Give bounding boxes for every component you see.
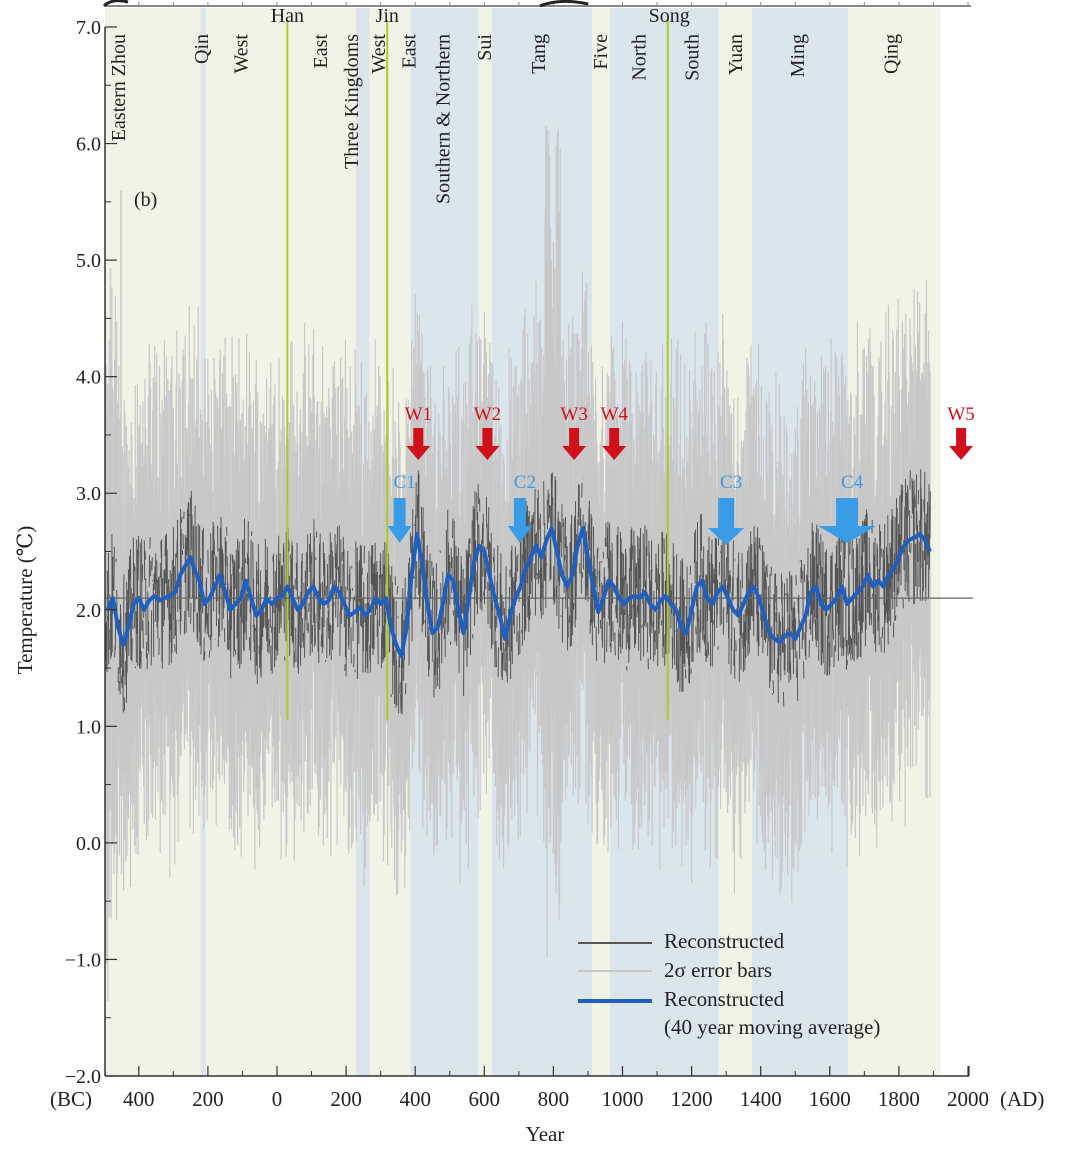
dynasty-label-16: Yuan (725, 34, 747, 75)
x-tick-label-0: 400 (123, 1087, 155, 1111)
x-tick-label-4: 400 (399, 1087, 431, 1111)
x-tick-label-8: 1200 (671, 1087, 713, 1111)
warm-arrow-icon-w4 (602, 428, 627, 460)
x-tick-label-7: 1000 (602, 1087, 644, 1111)
warm-event-label-w2: W2 (474, 404, 501, 425)
x-axis-ad-label: (AD) (1000, 1087, 1044, 1111)
y-tick-label-3: 1.0 (76, 716, 101, 738)
dynasty-label-14: Song (649, 5, 690, 27)
warm-event-label-w1: W1 (405, 404, 432, 425)
y-tick-label-5: 3.0 (76, 483, 101, 505)
dynasty-label-11: Tang (528, 34, 550, 74)
warm-arrow-icon-w1 (406, 428, 431, 460)
dynasty-label-3: Han (271, 5, 304, 27)
cold-arrow-icon-c1 (387, 498, 412, 543)
warm-arrow-icon-w5 (949, 428, 974, 460)
legend: Reconstructed 2σ error bars Reconstructed (… (578, 929, 880, 1039)
dynasty-label-15: South (682, 34, 704, 81)
x-tick-label-6: 800 (538, 1087, 570, 1111)
dynasty-label-4: East (310, 34, 332, 69)
dynasty-label-9: Southern & Northern (433, 34, 455, 204)
dynasty-label-1: Qin (191, 34, 213, 64)
dynasty-label-6: West (368, 34, 390, 74)
upper-panel-curve-mid (539, 0, 589, 8)
y-tick-label-7: 5.0 (76, 250, 101, 272)
warm-event-label-w3: W3 (560, 404, 587, 425)
y-tick-label-8: 6.0 (76, 134, 101, 156)
cold-event-label-c2: C2 (514, 472, 536, 493)
y-tick-label-9: 7.0 (76, 17, 101, 39)
dynasty-label-7: Jin (376, 5, 399, 27)
x-axis-label: Year (526, 1122, 565, 1146)
cold-arrow-icon-c4 (818, 498, 877, 543)
warm-event-label-w5: W5 (947, 404, 974, 425)
panel-label: (b) (134, 189, 157, 211)
cold-arrow-icon-c3 (708, 498, 745, 545)
warm-arrow-icon-w3 (562, 428, 587, 460)
climate-event-markers: W1 W2 W3 W4 W5 C1 C2 C3 C4 (387, 404, 975, 545)
x-tick-label-1: 200 (192, 1087, 224, 1111)
dynasty-label-0: Eastern Zhou (108, 34, 130, 141)
x-tick-label-9: 1400 (740, 1087, 782, 1111)
legend-label-reconstructed: Reconstructed (664, 929, 785, 953)
dynasty-label-17: Ming (787, 34, 809, 77)
x-tick-label-5: 600 (469, 1087, 501, 1111)
reconstructed-path (105, 469, 931, 715)
y-tick-label-2: 0.0 (76, 833, 101, 855)
cold-event-label-c4: C4 (841, 472, 864, 493)
x-tick-label-3: 200 (330, 1087, 362, 1111)
upper-panel-curve-left (102, 0, 129, 8)
dynasty-label-5: Three Kingdoms (341, 34, 363, 169)
reconstructed-series (105, 469, 931, 715)
cold-event-label-c3: C3 (720, 472, 742, 493)
legend-label-moving-average: Reconstructed (664, 987, 785, 1011)
x-tick-label-11: 1800 (878, 1087, 920, 1111)
cold-arrow-icon-c2 (507, 498, 532, 543)
legend-label-error-bars: 2σ error bars (664, 958, 772, 982)
x-tick-label-2: 0 (272, 1087, 283, 1111)
moving-average-series (105, 526, 932, 659)
y-tick-label-4: 2.0 (76, 600, 101, 622)
warm-event-label-w4: W4 (600, 404, 628, 425)
x-axis-bc-label: (BC) (50, 1087, 92, 1111)
y-tick-label-0: −2.0 (65, 1066, 101, 1088)
dynasty-label-12: Five (590, 34, 612, 70)
upper-panel-remnant (102, 0, 971, 8)
dynasty-label-2: West (231, 34, 253, 74)
warm-arrow-icon-w2 (475, 428, 500, 460)
x-tick-label-10: 1600 (809, 1087, 851, 1111)
x-tick-label-12: 2000 (947, 1087, 989, 1111)
dynasty-labels: Eastern Zhou Qin West Han East Three Kingdoms… (108, 5, 902, 204)
cold-event-label-c1: C1 (394, 472, 416, 493)
legend-label-moving-average-detail: (40 year moving average) (664, 1015, 880, 1039)
moving-average-line (105, 526, 932, 659)
y-axis-label: Temperature (℃) (13, 526, 37, 675)
y-tick-label-1: −1.0 (65, 949, 101, 971)
dynasty-label-8: East (398, 34, 420, 69)
dynasty-label-18: Qing (880, 34, 902, 74)
dynasty-label-10: Sui (474, 34, 496, 61)
y-tick-label-6: 4.0 (76, 367, 101, 389)
dynasty-label-13: North (629, 34, 651, 81)
